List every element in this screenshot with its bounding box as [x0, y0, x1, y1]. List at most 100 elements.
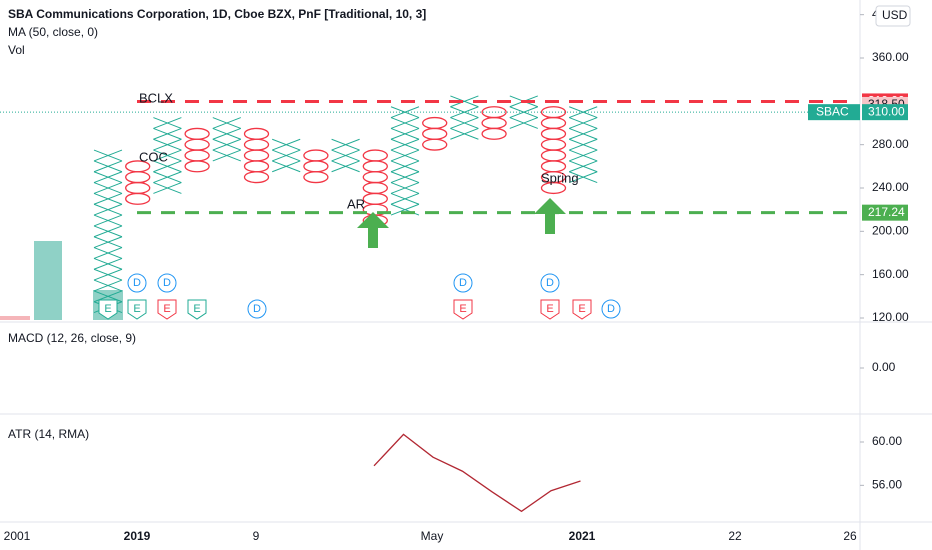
event-label: D — [459, 277, 467, 289]
annotation: BCLX — [139, 90, 173, 105]
x-box — [272, 149, 301, 162]
o-column — [422, 116, 448, 151]
event-label: E — [193, 303, 200, 315]
time-label: 26 — [843, 529, 857, 543]
x-box — [272, 138, 301, 151]
title: SBA Communications Corporation, 1D, Cboe… — [8, 7, 426, 21]
o-box — [243, 127, 270, 140]
x-box — [331, 138, 360, 151]
dividend-marker — [247, 299, 267, 319]
earnings-marker — [98, 299, 118, 320]
price-label: 217.24 — [868, 205, 905, 219]
y-tick-label: 160.00 — [872, 267, 909, 281]
x-column — [450, 95, 479, 140]
event-label: E — [578, 303, 585, 315]
event-label: E — [133, 303, 140, 315]
price-tag-name: SBAC — [816, 104, 849, 118]
o-box — [125, 160, 151, 173]
volume-bar — [34, 241, 62, 320]
earnings-marker — [187, 299, 207, 320]
x-box — [93, 225, 123, 238]
x-box — [450, 106, 479, 119]
arrow — [534, 198, 566, 234]
x-box — [569, 106, 598, 119]
x-box — [153, 127, 182, 140]
x-box — [93, 279, 123, 292]
x-box — [93, 203, 123, 216]
dividend-marker — [157, 273, 177, 293]
price-label-bg — [862, 204, 908, 221]
x-column — [272, 138, 301, 173]
y-tick-label: 280.00 — [872, 137, 909, 151]
y-tick-label: 56.00 — [872, 478, 902, 492]
event-label: D — [133, 277, 141, 289]
time-label: 22 — [728, 529, 742, 543]
x-box — [93, 182, 123, 194]
o-column — [125, 160, 151, 205]
x-box — [93, 214, 123, 227]
x-box — [390, 149, 420, 162]
x-box — [331, 149, 360, 162]
o-column — [362, 149, 388, 227]
event-label: E — [163, 303, 170, 315]
time-label: 2021 — [569, 529, 596, 543]
x-box — [390, 117, 420, 129]
o-box — [422, 116, 448, 130]
currency-label: USD — [882, 8, 908, 22]
o-box — [540, 106, 567, 119]
x-box — [212, 127, 241, 140]
x-box — [153, 149, 182, 162]
dividend-marker — [601, 299, 621, 319]
annotation: Spring — [541, 170, 579, 185]
atr-title: ATR (14, RMA) — [8, 427, 89, 441]
volume-bar — [0, 316, 30, 320]
x-box — [93, 192, 123, 205]
currency-button — [875, 5, 911, 27]
x-box — [569, 138, 598, 151]
x-box — [153, 138, 182, 151]
event-label: E — [459, 303, 466, 315]
event-label: E — [546, 303, 553, 315]
time-label: 2019 — [124, 529, 151, 543]
o-box — [184, 127, 210, 140]
o-column — [540, 106, 567, 195]
ma-label: MA (50, close, 0) — [8, 25, 98, 39]
o-box — [481, 106, 507, 119]
x-box — [390, 160, 420, 173]
y-tick-label: 360.00 — [872, 50, 909, 64]
dividend-marker — [540, 273, 560, 293]
x-box — [450, 127, 479, 140]
vol-label: Vol — [8, 43, 25, 57]
x-box — [569, 149, 598, 162]
x-column — [153, 117, 182, 194]
x-column — [212, 117, 241, 162]
x-box — [93, 236, 123, 249]
earnings-marker — [572, 299, 592, 320]
dividend-marker — [127, 273, 147, 293]
annotation: AR — [347, 196, 365, 211]
event-label: D — [253, 303, 261, 315]
x-box — [569, 127, 598, 140]
x-box — [93, 257, 123, 270]
x-box — [272, 160, 301, 173]
x-box — [93, 247, 123, 259]
x-box — [212, 138, 241, 151]
x-box — [450, 95, 479, 108]
x-box — [509, 106, 538, 119]
x-box — [390, 192, 420, 205]
price-label-bg — [862, 104, 908, 121]
o-box — [362, 149, 388, 162]
event-label: D — [607, 303, 615, 315]
x-box — [153, 171, 182, 184]
x-column — [331, 138, 360, 173]
x-box — [569, 117, 598, 129]
x-box — [93, 171, 123, 184]
o-column — [184, 127, 210, 173]
x-box — [450, 117, 479, 129]
atr-line — [373, 433, 581, 513]
o-box — [303, 149, 329, 162]
o-column — [243, 127, 270, 184]
x-box — [331, 160, 360, 173]
earnings-marker — [157, 299, 177, 320]
